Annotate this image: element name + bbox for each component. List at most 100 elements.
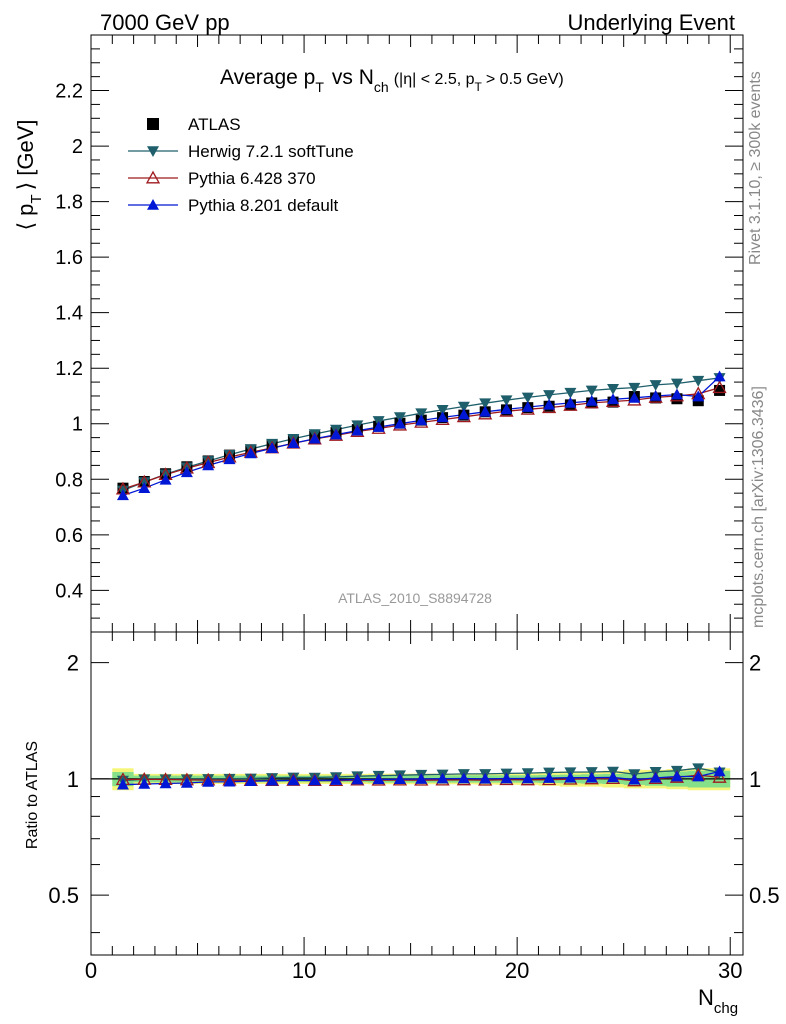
mc-point-1 — [436, 405, 449, 416]
mc-point-3 — [287, 437, 300, 448]
ratio-point-3 — [351, 773, 364, 785]
ratio-y-tick-labels: 0.5 0.5 1 1 2 2 — [48, 651, 779, 909]
mc-point-1 — [628, 382, 641, 394]
main-panel: 0.4 0.6 0.8 1 1.2 1.4 1.6 1.8 2 2.2 — [55, 34, 744, 633]
ratio-series — [115, 763, 727, 790]
ratio-point-3 — [202, 775, 215, 787]
mc-point-3 — [244, 447, 257, 459]
ratio-y-axis-label: Ratio to ATLAS — [24, 741, 41, 849]
mc-point-3 — [500, 403, 513, 415]
ratio-point-3 — [308, 774, 321, 786]
legend-marker — [147, 118, 159, 130]
mc-point-3 — [628, 391, 641, 403]
mc-point-3 — [415, 414, 428, 426]
ratio-point-3 — [138, 777, 151, 789]
ylabel-sub: T — [28, 194, 45, 203]
mc-point-3 — [649, 389, 662, 401]
mcplots-label: mcplots.cern.ch [arXiv:1306.3436] — [750, 386, 767, 628]
ratio-point-3 — [180, 776, 193, 788]
mc-point-1 — [607, 383, 620, 395]
main-y-tick-label: 1.4 — [55, 303, 83, 325]
ratio-point-3 — [372, 773, 385, 785]
mc-point-1 — [521, 392, 534, 404]
legend-label: ATLAS — [188, 115, 241, 134]
mc-point-1 — [479, 398, 492, 410]
ratio-point-3 — [415, 773, 428, 784]
legend-marker — [147, 146, 159, 157]
title-main-sub: T — [315, 79, 324, 95]
ratio-point-3 — [692, 770, 705, 782]
ratio-point-3 — [479, 772, 492, 784]
mc-point-1 — [415, 408, 428, 420]
main-y-tick-label: 2.2 — [55, 81, 83, 103]
ratio-point-3 — [649, 771, 662, 783]
mc-point-1 — [457, 401, 470, 413]
atlas-point — [714, 384, 726, 396]
ratio-point-3 — [116, 778, 129, 790]
mc-point-3 — [457, 408, 470, 420]
mc-point-3 — [159, 473, 172, 485]
legend: ATLAS Herwig 7.2.1 softTune Pythia 6.428 3… — [128, 115, 354, 215]
mc-point-3 — [308, 432, 321, 444]
ratio-point-3 — [521, 772, 534, 784]
mc-point-3 — [585, 394, 598, 406]
main-y-tick-label: 0.8 — [55, 469, 83, 491]
legend-label: Pythia 6.428 370 — [188, 169, 316, 188]
ratio-y-tick-label-right: 1 — [749, 767, 761, 792]
main-y-tick-label: 2 — [72, 136, 83, 158]
main-ticks — [90, 35, 743, 632]
main-y-tick-label: 1.8 — [55, 192, 83, 214]
title-vs-sub: ch — [374, 79, 389, 95]
x-tick-label: 0 — [85, 958, 97, 983]
ratio-point-3 — [330, 774, 343, 785]
ratio-ticks — [90, 632, 743, 955]
main-series — [115, 370, 727, 501]
mc-point-1 — [649, 380, 662, 391]
mc-point-1 — [564, 387, 577, 399]
x-tick-label: 20 — [505, 958, 529, 983]
header-right: Underlying Event — [567, 10, 735, 35]
mc-point-3 — [564, 396, 577, 408]
title-main: Average p — [220, 66, 315, 89]
mc-point-3 — [180, 466, 193, 478]
mc-point-3 — [479, 405, 492, 417]
mc-point-3 — [372, 421, 385, 432]
mc-point-3 — [116, 489, 129, 501]
ratio-panel: 0.5 0.5 1 1 2 2 — [48, 631, 780, 956]
title-cut1-sub: T — [475, 80, 483, 94]
title-vs: vs N — [332, 66, 374, 89]
mc-point-3 — [543, 398, 556, 410]
ratio-frame — [90, 631, 744, 956]
main-y-tick-label: 1 — [72, 414, 83, 436]
ratio-point-3 — [628, 773, 641, 785]
xlabel-sub: chg — [714, 1000, 738, 1017]
analysis-watermark: ATLAS_2010_S8894728 — [338, 590, 492, 606]
ratio-y-tick-label-right: 2 — [749, 651, 761, 676]
ratio-point-3 — [564, 771, 577, 783]
xlabel-main: N — [698, 985, 714, 1010]
x-axis-label: Nchg — [698, 985, 738, 1017]
ratio-point-3 — [500, 772, 513, 784]
ratio-point-3 — [266, 774, 279, 786]
mc-point-3 — [436, 411, 449, 423]
main-y-tick-labels: 0.4 0.6 0.8 1 1.2 1.4 1.6 1.8 2 2.2 — [55, 81, 83, 603]
mc-point-1 — [500, 395, 513, 407]
legend-label: Pythia 8.201 default — [188, 196, 339, 215]
ratio-point-3 — [287, 774, 300, 786]
mc-point-3 — [521, 401, 534, 412]
x-tick-label: 30 — [718, 958, 742, 983]
ylabel-pre: ⟨ p — [13, 204, 38, 231]
ratio-point-3 — [585, 771, 598, 783]
main-y-tick-label: 1.2 — [55, 358, 83, 380]
mc-point-3 — [202, 459, 215, 471]
x-tick-labels: 0 10 20 30 — [85, 958, 743, 983]
ratio-point-3 — [607, 771, 620, 783]
mc-point-1 — [393, 412, 406, 424]
ratio-point-3 — [670, 770, 683, 782]
rivet-label: Rivet 3.1.10, ≥ 300k events — [747, 71, 764, 265]
ratio-y-tick-label-right: 0.5 — [749, 883, 780, 908]
mc-point-3 — [607, 393, 620, 405]
chart-title: Average pT vs Nch (|η| < 2.5, pT > 0.5 GeV) — [220, 66, 564, 95]
mc-point-3 — [692, 390, 705, 402]
